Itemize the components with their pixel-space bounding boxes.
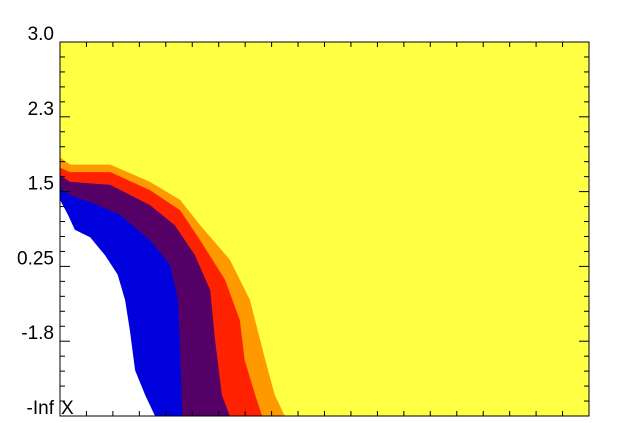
y-tick-label: 2.3 [28, 99, 54, 120]
y-tick-label: 1.5 [28, 174, 54, 195]
contour-region [60, 199, 156, 416]
x-axis-label: X [61, 398, 74, 419]
y-tick-label: -Inf [27, 398, 55, 419]
y-tick-label: 3.0 [28, 24, 54, 45]
y-tick-label: -1.8 [21, 323, 54, 344]
y-tick-label: 0.25 [17, 248, 54, 269]
